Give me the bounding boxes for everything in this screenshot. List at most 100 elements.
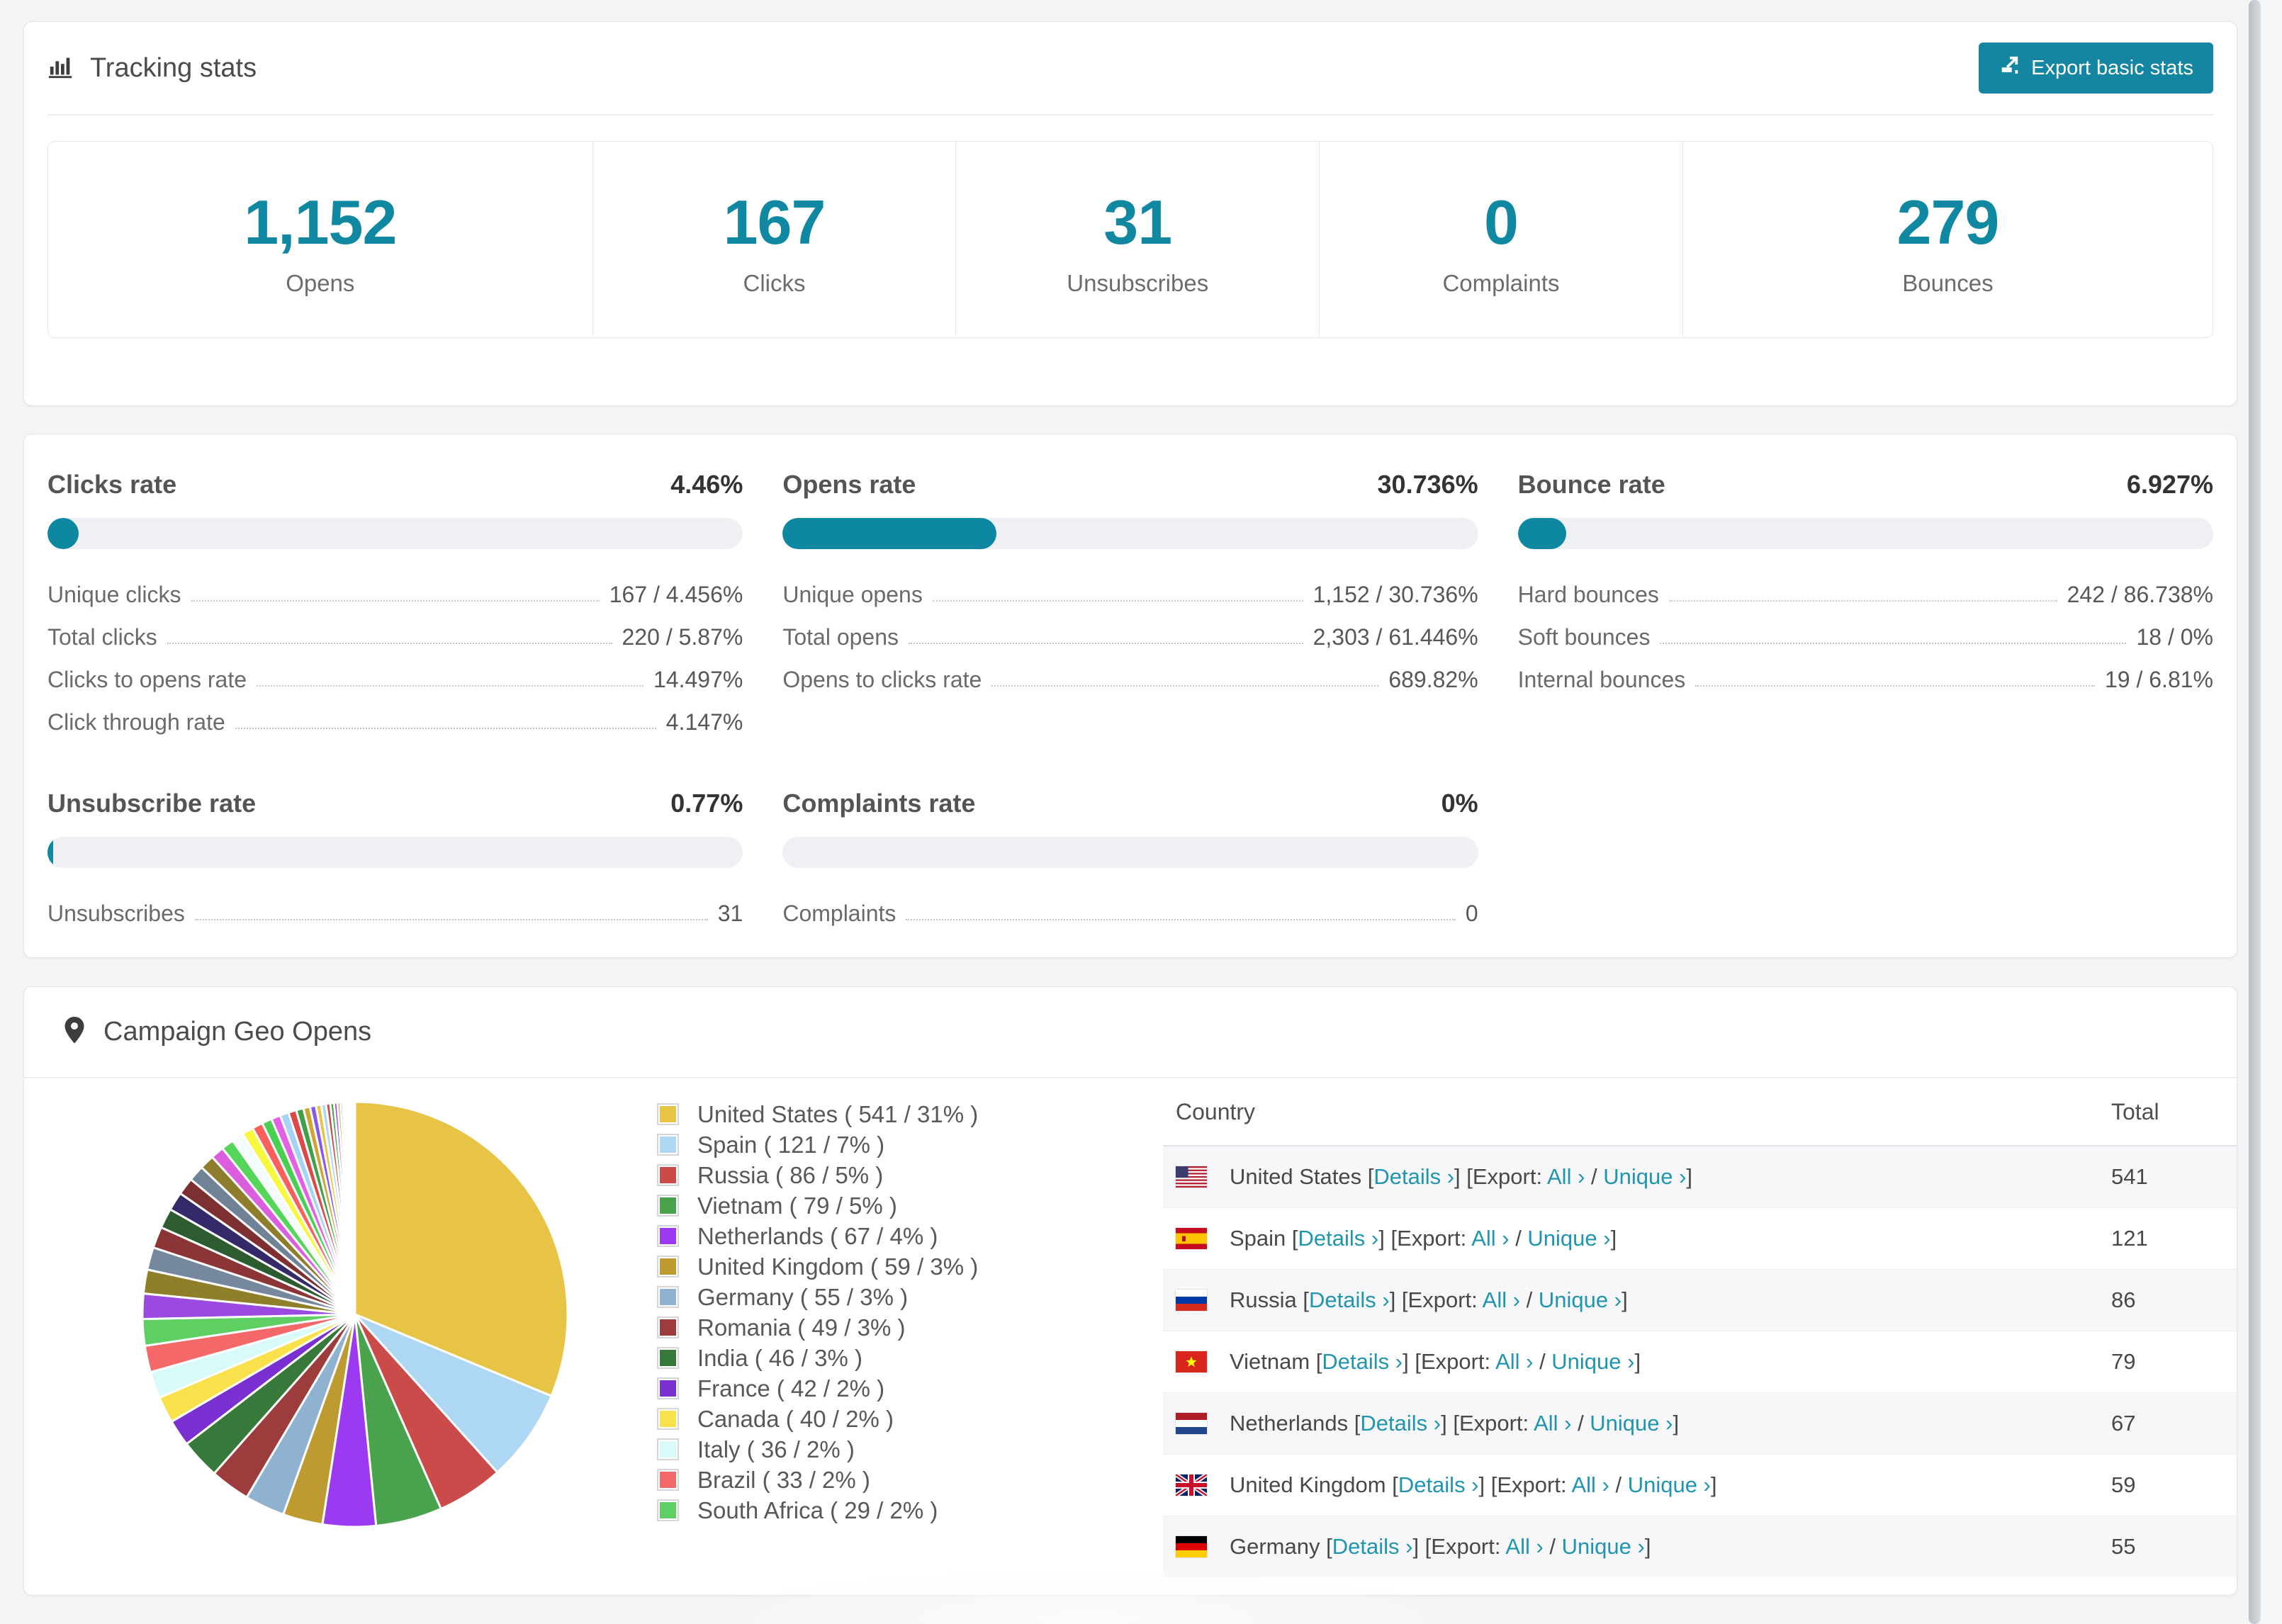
- legend-color-swatch: [657, 1377, 679, 1399]
- progress-bar-track: [47, 518, 743, 549]
- stat-box: 0 Complaints: [1319, 142, 1682, 337]
- stat-value: 0: [1484, 187, 1519, 257]
- export-unique-link[interactable]: Unique ›: [1538, 1287, 1622, 1312]
- country-total: 55: [2098, 1516, 2237, 1577]
- details-link[interactable]: Details ›: [1322, 1349, 1403, 1374]
- legend-item: Brazil ( 33 / 2% ): [657, 1465, 978, 1495]
- export-all-link[interactable]: All ›: [1534, 1411, 1572, 1436]
- export-unique-link[interactable]: Unique ›: [1551, 1349, 1635, 1374]
- rate-stat-label: Total opens: [782, 624, 899, 650]
- legend-item: South Africa ( 29 / 2% ): [657, 1495, 978, 1526]
- details-link[interactable]: Details ›: [1298, 1226, 1379, 1251]
- rates-card: Clicks rate 4.46% Unique clicks 167 / 4.…: [23, 434, 2237, 958]
- country-flag-icon: [1176, 1474, 1207, 1496]
- dotted-leader: [194, 919, 708, 920]
- legend-label: Brazil ( 33 / 2% ): [697, 1466, 870, 1493]
- country-cell: Vietnam [Details ›] [Export: All › / Uni…: [1176, 1349, 2098, 1375]
- geo-opens-card: Campaign Geo Opens United States ( 541 /…: [23, 986, 2237, 1596]
- rate-stat-value: 4.147%: [665, 709, 743, 735]
- country-name: Russia: [1230, 1287, 1303, 1312]
- dotted-leader: [257, 685, 643, 687]
- rate-stat-value: 242 / 86.738%: [2067, 582, 2213, 607]
- rate-panel: Opens rate 30.736% Unique opens 1,152 / …: [782, 470, 1478, 752]
- export-label: ] [Export:: [1403, 1349, 1496, 1374]
- rate-value: 30.736%: [1377, 470, 1478, 499]
- dotted-leader: [991, 685, 1379, 687]
- country-name: Netherlands: [1230, 1411, 1354, 1436]
- rate-stat-label: Total clicks: [47, 624, 157, 650]
- export-label: ] [Export:: [1478, 1472, 1572, 1497]
- stats-summary-row: 1,152 Opens 167 Clicks 31 Unsubscribes 0…: [47, 141, 2213, 338]
- bracket: ]: [1610, 1226, 1617, 1251]
- details-link[interactable]: Details ›: [1309, 1287, 1390, 1312]
- rate-title: Bounce rate: [1517, 470, 1665, 499]
- legend-item: France ( 42 / 2% ): [657, 1373, 978, 1404]
- legend-label: South Africa ( 29 / 2% ): [697, 1496, 938, 1523]
- rate-stat-value: 31: [717, 901, 743, 926]
- pie-slice: [354, 1100, 569, 1398]
- pie-slice: [353, 1100, 356, 1315]
- export-unique-link[interactable]: Unique ›: [1561, 1534, 1645, 1559]
- legend-label: United States ( 541 / 31% ): [697, 1100, 979, 1127]
- legend-color-swatch: [657, 1438, 679, 1460]
- export-icon: [1999, 55, 2020, 81]
- legend-item: Canada ( 40 / 2% ): [657, 1404, 978, 1434]
- export-basic-stats-button[interactable]: Export basic stats: [1979, 43, 2213, 94]
- geo-opens-header: Campaign Geo Opens: [24, 987, 2237, 1078]
- export-unique-link[interactable]: Unique ›: [1627, 1472, 1711, 1497]
- pie-slice: [354, 1313, 553, 1474]
- export-all-link[interactable]: All ›: [1505, 1534, 1544, 1559]
- table-row: United Kingdom [Details ›] [Export: All …: [1163, 1454, 2237, 1516]
- rate-stat-row: Soft bounces 18 / 0%: [1518, 624, 2213, 650]
- rate-stat-row: Total opens 2,303 / 61.446%: [782, 624, 1478, 650]
- geo-opens-legend: United States ( 541 / 31% ) Spain ( 121 …: [657, 1099, 978, 1526]
- export-unique-link[interactable]: Unique ›: [1590, 1411, 1673, 1436]
- legend-label: France ( 42 / 2% ): [697, 1375, 885, 1402]
- rate-rows: Hard bounces 242 / 86.738% Soft bounces …: [1518, 582, 2213, 693]
- rate-panel: Clicks rate 4.46% Unique clicks 167 / 4.…: [47, 470, 743, 752]
- country-links: Netherlands [Details ›] [Export: All › /…: [1230, 1411, 1679, 1436]
- country-name: Germany: [1230, 1534, 1327, 1559]
- vertical-scrollbar-thumb[interactable]: [2249, 0, 2261, 1624]
- country-total: 59: [2098, 1454, 2237, 1516]
- export-all-link[interactable]: All ›: [1495, 1349, 1534, 1374]
- rate-stat-value: 14.497%: [653, 667, 743, 692]
- slash-separator: /: [1571, 1411, 1590, 1436]
- progress-bar-fill: [47, 518, 79, 549]
- country-total: 67: [2098, 1392, 2237, 1455]
- rate-stat-value: 2,303 / 61.446%: [1313, 624, 1478, 650]
- export-unique-link[interactable]: Unique ›: [1603, 1164, 1687, 1189]
- details-link[interactable]: Details ›: [1373, 1164, 1455, 1189]
- legend-item: Spain ( 121 / 7% ): [657, 1129, 978, 1160]
- rate-rows: Unique clicks 167 / 4.456% Total clicks …: [47, 582, 743, 735]
- legend-item: Germany ( 55 / 3% ): [657, 1282, 978, 1312]
- rate-value: 4.46%: [670, 470, 743, 499]
- export-all-link[interactable]: All ›: [1571, 1472, 1609, 1497]
- details-link[interactable]: Details ›: [1360, 1411, 1441, 1436]
- slash-separator: /: [1509, 1226, 1528, 1251]
- rate-stat-row: Opens to clicks rate 689.82%: [782, 667, 1478, 693]
- legend-color-swatch: [657, 1225, 679, 1247]
- legend-color-swatch: [657, 1316, 679, 1338]
- progress-bar-fill: [47, 837, 53, 868]
- details-link[interactable]: Details ›: [1332, 1534, 1413, 1559]
- page-content: Tracking stats Export basic stats 1,152 …: [23, 0, 2237, 1596]
- export-all-link[interactable]: All ›: [1547, 1164, 1585, 1189]
- bracket: [: [1326, 1534, 1332, 1559]
- legend-item: Romania ( 49 / 3% ): [657, 1312, 978, 1343]
- country-flag-icon: [1176, 1228, 1207, 1249]
- export-unique-link[interactable]: Unique ›: [1527, 1226, 1611, 1251]
- rate-stat-label: Unsubscribes: [47, 901, 185, 926]
- export-all-link[interactable]: All ›: [1482, 1287, 1521, 1312]
- table-row: Vietnam [Details ›] [Export: All › / Uni…: [1163, 1331, 2237, 1393]
- details-link[interactable]: Details ›: [1398, 1472, 1479, 1497]
- country-total: 79: [2098, 1331, 2237, 1393]
- stat-value: 31: [1103, 187, 1172, 257]
- rate-title: Complaints rate: [782, 789, 976, 818]
- bracket: ]: [1644, 1534, 1651, 1559]
- export-all-link[interactable]: All ›: [1471, 1226, 1510, 1251]
- rate-rows: Unsubscribes 31: [47, 901, 743, 927]
- dotted-leader: [909, 643, 1303, 644]
- slash-separator: /: [1585, 1164, 1604, 1189]
- country-links: Germany [Details ›] [Export: All › / Uni…: [1230, 1534, 1651, 1560]
